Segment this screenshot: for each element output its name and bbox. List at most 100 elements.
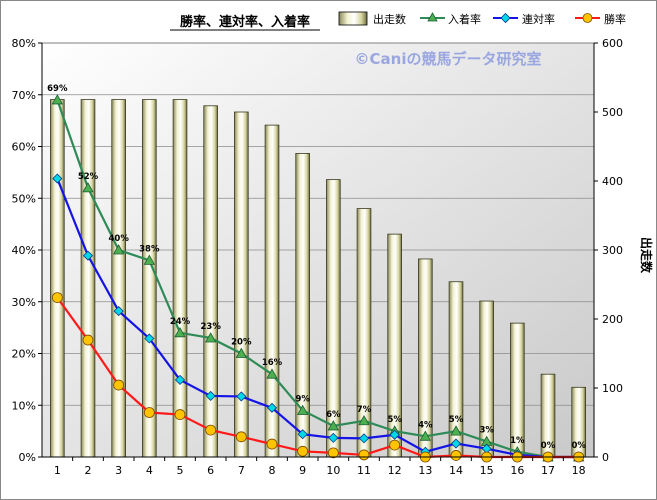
- legend-label-top2: 連対率: [522, 12, 555, 26]
- x-tick-label: 18: [572, 464, 586, 477]
- point-place-rate: [358, 414, 370, 426]
- y-right-tick-label: 500: [602, 106, 623, 119]
- point-top2-rate: [389, 429, 400, 440]
- point-top2-rate: [358, 433, 370, 444]
- point-place-rate: [450, 425, 462, 436]
- point-place-rate: [174, 326, 186, 338]
- data-label: 0%: [571, 441, 586, 451]
- y-right-tick-label: 200: [602, 313, 623, 326]
- y-left-tick-label: 80%: [12, 37, 36, 50]
- chart-title: 勝率、連対率、入着率: [180, 14, 310, 30]
- x-tick-label: 16: [510, 464, 524, 477]
- bar-starts: [111, 99, 126, 458]
- data-label: 0%: [541, 441, 556, 451]
- y-right-axis-label: 出走数: [639, 237, 654, 274]
- point-win-rate: [113, 379, 125, 391]
- point-win-rate: [143, 407, 155, 418]
- y-right-tick-label: 100: [602, 382, 623, 395]
- data-label: 6%: [326, 410, 341, 420]
- point-place-rate: [327, 420, 340, 431]
- point-place-rate: [266, 368, 278, 379]
- point-win-rate: [51, 292, 63, 304]
- data-label: 5%: [387, 415, 402, 425]
- point-win-rate: [389, 439, 401, 451]
- x-tick-label: 12: [388, 464, 402, 477]
- data-label: 1%: [510, 436, 525, 446]
- bar-starts: [234, 111, 249, 458]
- data-label: 69%: [47, 84, 68, 94]
- point-place-rate: [235, 347, 248, 358]
- grid-layer: [42, 94, 594, 406]
- x-tick-label: 13: [418, 464, 432, 477]
- y-right-tick-label: 400: [602, 175, 623, 188]
- label-layer: 69% 52% 40% 38% 24% 23% 20% 16% 9% 6% 7% 5% 4% 5% 3% 1%…: [47, 84, 586, 451]
- watermark-text: ©Caniの競馬データ研究室: [355, 50, 542, 68]
- y-left-tick-label: 70%: [12, 89, 36, 102]
- legend-swatch-bars: [338, 11, 368, 26]
- data-label: 20%: [231, 338, 252, 348]
- legend-label-win: 勝率: [604, 12, 626, 26]
- point-win-rate: [450, 450, 462, 461]
- legend: 出走数 入着率 連対率 勝率: [338, 11, 626, 26]
- data-label: 16%: [262, 358, 283, 368]
- data-label: 38%: [139, 244, 160, 254]
- point-place-rate: [112, 244, 125, 255]
- point-top2-rate: [205, 390, 216, 402]
- x-tick-label: 7: [238, 464, 245, 477]
- legend-marker-triangle-icon: [427, 12, 438, 22]
- y-right-tick-label: 300: [602, 244, 623, 257]
- axis-layer: 0%10%20%30%40%50%60%70%80%01002003004005…: [12, 37, 623, 477]
- x-tick-label: 3: [115, 464, 122, 477]
- point-win-rate: [82, 334, 94, 346]
- y-left-tick-label: 20%: [12, 348, 36, 361]
- data-label: 3%: [479, 425, 494, 435]
- x-tick-label: 10: [326, 464, 340, 477]
- y-right-tick-label: 600: [602, 37, 623, 50]
- point-top2-rate: [113, 305, 124, 317]
- point-top2-rate: [174, 374, 186, 385]
- point-place-rate: [82, 182, 94, 193]
- x-tick-label: 14: [449, 464, 463, 477]
- point-win-rate: [297, 445, 309, 457]
- point-place-rate: [204, 332, 217, 343]
- point-win-rate: [235, 431, 247, 443]
- point-place-rate: [143, 254, 156, 265]
- series-line-1: [56, 178, 579, 459]
- point-place-rate: [419, 430, 432, 441]
- data-label: 24%: [170, 317, 191, 327]
- y-left-tick-label: 50%: [12, 192, 36, 205]
- point-place-rate: [296, 404, 309, 415]
- data-label: 5%: [449, 415, 464, 425]
- data-label: 40%: [108, 234, 129, 244]
- data-label: 7%: [357, 405, 372, 415]
- bar-starts: [50, 99, 65, 458]
- point-top2-rate: [266, 402, 278, 413]
- legend-label-bars: 出走数: [373, 12, 406, 26]
- x-tick-label: 2: [85, 464, 92, 477]
- data-label: 9%: [295, 394, 310, 404]
- y-left-tick-label: 40%: [12, 244, 36, 257]
- x-tick-label: 5: [177, 464, 184, 477]
- point-win-rate: [327, 447, 339, 459]
- y-left-tick-label: 30%: [12, 296, 36, 309]
- point-top2-rate: [236, 391, 247, 402]
- point-win-rate: [266, 438, 278, 450]
- bar-starts: [142, 99, 157, 458]
- y-left-tick-label: 0%: [19, 451, 36, 464]
- legend-label-place: 入着率: [448, 12, 481, 26]
- x-tick-label: 4: [146, 464, 153, 477]
- x-tick-label: 1: [54, 464, 61, 477]
- point-win-rate: [205, 424, 217, 436]
- point-top2-rate: [144, 333, 155, 344]
- x-tick-label: 15: [480, 464, 494, 477]
- data-label: 4%: [418, 420, 433, 430]
- bar-starts: [80, 99, 96, 458]
- x-tick-label: 9: [299, 464, 306, 477]
- x-tick-label: 8: [269, 464, 276, 477]
- point-win-rate: [358, 449, 370, 461]
- y-left-tick-label: 10%: [12, 399, 36, 412]
- data-label: 23%: [200, 322, 221, 332]
- bar-starts: [172, 99, 188, 458]
